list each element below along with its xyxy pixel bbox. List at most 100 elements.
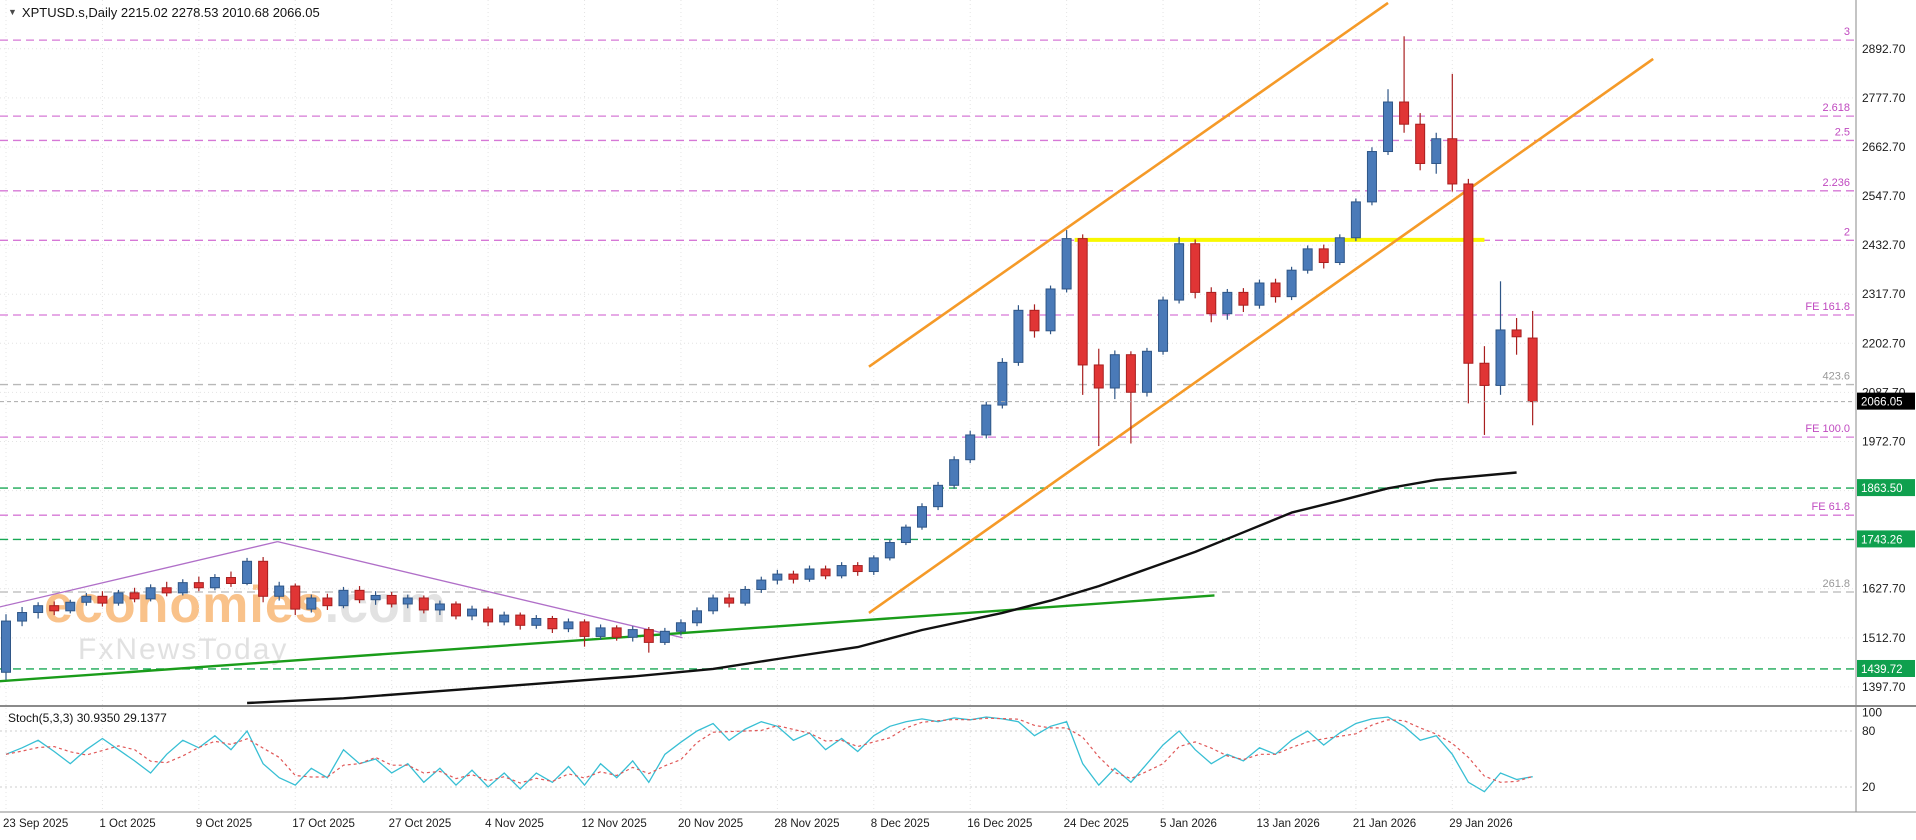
violet-trendline[interactable] xyxy=(277,541,683,639)
candle-body xyxy=(1350,201,1361,239)
candle-body xyxy=(900,526,911,544)
stoch-signal-line xyxy=(5,717,1533,784)
svg-text:2317.70: 2317.70 xyxy=(1862,287,1906,301)
orange-channel-line[interactable] xyxy=(868,57,1654,615)
candle-body xyxy=(225,577,236,584)
candle-body xyxy=(193,582,204,589)
candle-body xyxy=(1527,337,1538,403)
candle-body xyxy=(1495,329,1506,386)
svg-text:20 Nov 2025: 20 Nov 2025 xyxy=(678,818,743,830)
candle-body xyxy=(1334,237,1345,264)
candle-body xyxy=(643,629,654,643)
svg-text:80: 80 xyxy=(1862,724,1876,738)
candle-body xyxy=(708,597,719,612)
candle-body xyxy=(949,459,960,486)
svg-text:21 Jan 2026: 21 Jan 2026 xyxy=(1353,818,1416,830)
chevron-down-icon[interactable]: ▼ xyxy=(8,7,17,17)
candle-body xyxy=(1222,291,1233,315)
black-ma-line[interactable] xyxy=(247,471,1517,705)
symbol-info-bar: ▼ XPTUSD.s,Daily 2215.02 2278.53 2010.68 … xyxy=(8,5,320,20)
candle-body xyxy=(322,597,333,607)
svg-text:1972.70: 1972.70 xyxy=(1862,434,1906,448)
candle-body xyxy=(418,597,429,611)
candle-body xyxy=(611,627,622,638)
orange-channel-line[interactable] xyxy=(868,1,1389,368)
candle-body xyxy=(1109,354,1120,389)
candle-body xyxy=(820,568,831,577)
green-price-tag xyxy=(1857,659,1915,677)
green-price-tag xyxy=(1857,530,1915,548)
candle-body xyxy=(997,361,1008,406)
candle-body xyxy=(563,621,574,630)
candle-body xyxy=(724,597,735,604)
candle-body xyxy=(772,573,783,581)
watermark-subtitle: FxNewsToday xyxy=(78,633,289,667)
candle-body xyxy=(33,605,44,614)
candle-body xyxy=(113,592,124,604)
svg-text:17 Oct 2025: 17 Oct 2025 xyxy=(292,818,355,830)
symbol-ohlc-title: XPTUSD.s,Daily 2215.02 2278.53 2010.68 2… xyxy=(21,5,320,20)
candle-body xyxy=(209,577,220,589)
svg-text:1 Oct 2025: 1 Oct 2025 xyxy=(99,818,155,830)
candle-body xyxy=(483,608,494,623)
candle-body xyxy=(242,560,253,584)
green-price-tag xyxy=(1857,479,1915,497)
candle-body xyxy=(1286,269,1297,298)
svg-text:5 Jan 2026: 5 Jan 2026 xyxy=(1160,818,1217,830)
candle-body xyxy=(81,595,92,603)
svg-text:2.618: 2.618 xyxy=(1822,102,1850,114)
candle-body xyxy=(450,603,461,617)
time-axis[interactable]: 23 Sep 2025 1 Oct 2025 9 Oct 2025 17 Oct 20… xyxy=(3,818,1513,830)
svg-text:100: 100 xyxy=(1862,705,1882,719)
candle-body xyxy=(756,579,767,590)
candle-body xyxy=(129,592,140,600)
svg-text:13 Jan 2026: 13 Jan 2026 xyxy=(1256,818,1319,830)
candle-body xyxy=(386,594,397,605)
svg-text:423.6: 423.6 xyxy=(1822,371,1850,383)
violet-trendline[interactable] xyxy=(0,541,278,608)
candle-body xyxy=(1254,282,1265,306)
candle-body xyxy=(692,610,703,624)
candle-body xyxy=(675,622,686,632)
svg-text:2432.70: 2432.70 xyxy=(1862,238,1906,252)
candle-body xyxy=(1383,101,1394,153)
candle-body xyxy=(531,617,542,626)
candle-body xyxy=(1318,248,1329,264)
svg-text:2.236: 2.236 xyxy=(1822,177,1850,189)
svg-text:1512.70: 1512.70 xyxy=(1862,631,1906,645)
candle-body xyxy=(1125,354,1136,393)
indicator-label: Stoch(5,3,3) 30.9350 29.1377 xyxy=(8,711,167,725)
current-price-tag xyxy=(1857,392,1915,410)
svg-text:23 Sep 2025: 23 Sep 2025 xyxy=(3,818,68,830)
candle-body xyxy=(1029,309,1040,332)
candle-body xyxy=(1238,291,1249,306)
svg-text:24 Dec 2025: 24 Dec 2025 xyxy=(1064,818,1129,830)
candle-body xyxy=(1141,350,1152,393)
stoch-main-line xyxy=(5,716,1533,793)
svg-text:261.8: 261.8 xyxy=(1822,578,1850,590)
candle-body xyxy=(274,585,285,597)
candle-body xyxy=(258,560,269,597)
candle-body xyxy=(515,614,526,626)
candle-body xyxy=(370,594,381,601)
candle-body xyxy=(1302,248,1313,271)
candle-body xyxy=(1415,123,1426,164)
candle-body xyxy=(1479,362,1490,386)
svg-text:2662.70: 2662.70 xyxy=(1862,140,1906,154)
candle-body xyxy=(1045,288,1056,332)
candle-body xyxy=(916,506,927,528)
svg-text:9 Oct 2025: 9 Oct 2025 xyxy=(196,818,252,830)
candle-body xyxy=(965,434,976,461)
price-axis[interactable]: 2892.70 2777.70 2662.70 2547.70 2432.70 2317.… xyxy=(1857,42,1915,794)
candle-body xyxy=(290,585,301,610)
candle-body xyxy=(884,542,895,559)
candle-body xyxy=(740,588,751,604)
candle-body xyxy=(852,565,863,573)
candle-body xyxy=(627,629,638,638)
svg-text:FE 161.8: FE 161.8 xyxy=(1805,301,1850,313)
candle-body xyxy=(1013,309,1024,363)
candle-body xyxy=(306,597,317,610)
candle-body xyxy=(17,612,28,622)
